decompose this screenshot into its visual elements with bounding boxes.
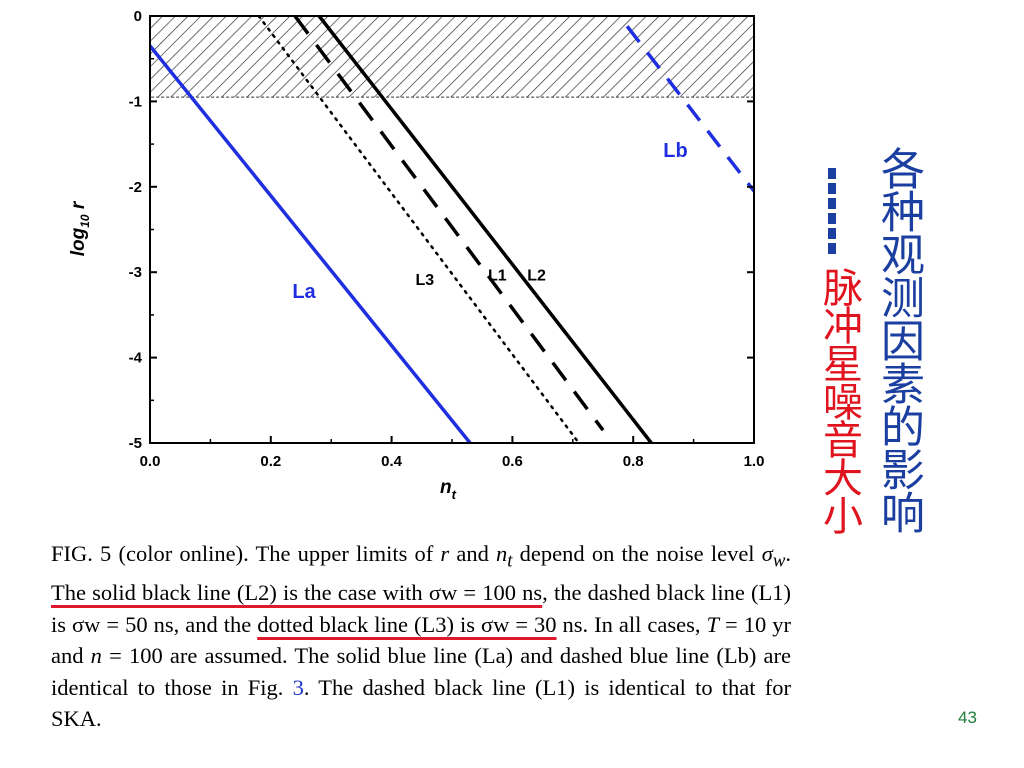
x-tick-label: 1.0 [744,453,765,470]
caption-underline-l2: The solid black line (L2) is the case wi… [51,580,543,605]
y-tick-label: -2 [129,179,142,196]
series-label-l2: L2 [527,268,546,285]
x-tick-label: 0.8 [623,453,644,470]
excluded-region-hatch [149,15,755,98]
series-line-lb [625,25,754,193]
series-label-l3: L3 [415,272,434,289]
series-label-l1: L1 [488,268,507,285]
y-tick-label: -3 [129,264,142,281]
x-tick-label: 0.4 [381,453,403,470]
y-tick-label: -1 [129,93,142,110]
x-tick-label: 0.2 [260,453,281,470]
series-label-la: La [292,281,316,303]
figure-reference-link: 3 [292,674,304,700]
x-axis-title: nt [440,477,457,502]
series-line-l3 [257,16,581,443]
series-line-l1 [293,16,605,432]
annotation-observation-factors: 各种观测因素的影响 [873,146,924,533]
x-tick-label: 0.0 [140,453,161,470]
caption-underline-l3: dotted black line (L3) is σw = 30 [257,611,557,637]
series-label-lb: Lb [663,140,687,162]
y-tick-label: 0 [134,8,142,25]
y-tick-label: -4 [129,350,143,367]
y-tick-label: -5 [129,435,142,452]
figure-caption: FIG. 5 (color online). The upper limits … [51,541,791,731]
series-line-l2 [317,16,653,443]
series-line-la [150,44,472,443]
page-number: 43 [958,708,977,727]
annotation-pulsar-noise-level: 脉冲星噪音大小 [816,267,862,533]
chart: 0.0 0.2 0.4 0.6 0.8 1.0 0 -1 -2 -3 -4 -5 La Lb L3 L1 L2… [68,8,765,502]
x-tick-label: 0.6 [502,453,523,470]
legend-blue-dash-marker [828,168,836,254]
y-axis-title: log10 r [68,200,92,256]
